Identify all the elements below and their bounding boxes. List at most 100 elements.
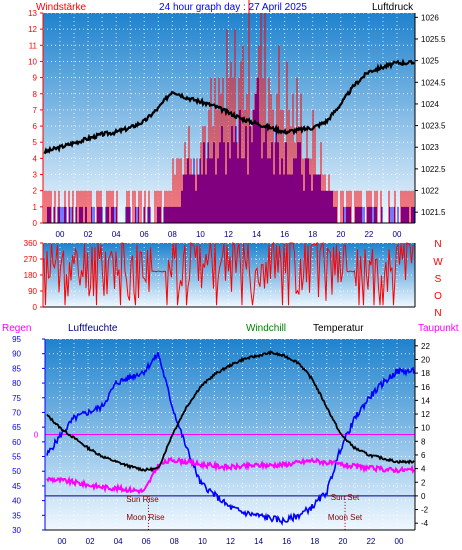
legend-luftfeuchte: Luftfeuchte [68,323,118,334]
temperature-tick-label: -4 [421,519,429,528]
panel1-left-tick-label: 10 [28,57,37,66]
panel1-x-tick-label: 06 [140,230,149,239]
panel1-left-tick-label: 5 [33,138,38,147]
panel1-right-tick-label: 1022 [421,187,439,196]
humidity-tick-label: 75 [12,394,21,403]
panel2-left-tick-label: 0 [33,303,38,312]
panel1-x-tick-label: 18 [308,230,317,239]
panel1-left-title: Windstärke [36,2,86,13]
panel2-left-tick-label: 90 [28,287,37,296]
temperature-tick-label: 8 [421,437,426,446]
panel1-left-tick-label: 6 [33,122,38,131]
compass-letter: W [433,257,443,268]
temperature-tick-label: 16 [421,383,430,392]
panel1-left-tick-label: 12 [28,25,37,34]
panel1-left-tick-label: 11 [29,41,38,50]
panel3-x-tick-label: 22 [366,537,375,546]
panel1-left-tick-label: 4 [33,154,38,163]
panel2-left-tick-label: 360 [24,239,38,248]
wind-direction-line [43,241,414,306]
compass-letter: O [434,291,442,302]
sun-rise-label: Sun Rise [126,495,159,504]
panel1-title: 24 hour graph day : 27 April 2025 [159,2,307,13]
panel3-x-tick-label: 02 [86,537,95,546]
temperature-tick-label: 18 [421,369,430,378]
panel1-right-tick-label: 1024 [421,100,439,109]
humidity-tick-label: 85 [12,364,21,373]
temperature-line [46,350,415,473]
legend-regen: Regen [2,323,31,334]
moon-rise-label: Moon Rise [126,513,165,522]
panel1-right-tick-label: 1024.5 [421,78,446,87]
panel3-x-tick-label: 14 [254,537,263,546]
panel1-x-tick-label: 20 [336,230,345,239]
panel1-left-tick-label: 9 [33,74,38,83]
pressure-line [43,58,415,155]
panel1-x-tick-label: 04 [112,230,121,239]
compass-letter: N [434,308,441,319]
panel1-x-tick-label: 16 [280,230,289,239]
legend-windchill: Windchill [246,323,286,334]
rain-zero-label: 0 [34,431,39,440]
humidity-tick-label: 65 [12,423,21,432]
panel1-right-tick-label: 1022.5 [421,165,446,174]
panel3-x-tick-label: 00 [395,537,404,546]
panel1-x-tick-label: 12 [224,230,233,239]
panel1-left-tick-label: 3 [33,171,38,180]
temperature-tick-label: 0 [421,492,426,501]
moon-set-label: Moon Set [328,513,363,522]
panel1-x-tick-label: 00 [393,230,402,239]
panel3-x-tick-label: 06 [142,537,151,546]
panel1-right-tick-label: 1023 [421,143,439,152]
panel3-x-tick-label: 08 [170,537,179,546]
humidity-tick-label: 95 [12,335,21,344]
panel1-right-tick-label: 1025.5 [421,35,446,44]
humidity-tick-label: 70 [12,408,21,417]
temperature-tick-label: 2 [421,478,426,487]
panel1-right-tick-label: 1021.5 [421,208,446,217]
panel1-left-tick-label: 2 [33,187,38,196]
panel1-right-title: Luftdruck [372,2,414,13]
temperature-tick-label: 10 [421,424,430,433]
compass-letter: S [435,274,442,285]
panel1-x-tick-label: 08 [168,230,177,239]
temperature-tick-label: 4 [421,465,426,474]
panel1-x-tick-label: 02 [84,230,93,239]
humidity-tick-label: 45 [12,482,21,491]
humidity-tick-label: 30 [12,526,21,535]
panel1-left-tick-label: 7 [33,106,38,115]
humidity-tick-label: 40 [12,497,21,506]
panel1-left-tick-label: 0 [33,219,38,228]
compass-letter: N [434,239,441,250]
legend-taupunkt: Taupunkt [418,323,459,334]
humidity-tick-label: 80 [12,379,21,388]
panel1-x-tick-label: 00 [56,230,65,239]
temperature-tick-label: 6 [421,451,426,460]
panel3-x-tick-label: 18 [310,537,319,546]
panel1-right-tick-label: 1026 [421,13,439,22]
sun-set-label: Sun Set [331,493,360,502]
temperature-tick-label: 20 [421,355,430,364]
panel3-x-tick-label: 04 [114,537,123,546]
temperature-tick-label: 14 [421,396,430,405]
panel1-left-tick-label: 8 [33,90,38,99]
humidity-tick-label: 50 [12,467,21,476]
panel1-left-tick-label: 1 [33,203,38,212]
panel3-x-tick-label: 12 [226,537,235,546]
panel1-right-tick-label: 1025 [421,57,439,66]
humidity-tick-label: 35 [12,511,21,520]
panel2-left-tick-label: 270 [24,255,38,264]
panel2-left-tick-label: 180 [24,271,38,280]
panel1-right-tick-label: 1023.5 [421,122,446,131]
panel1-x-tick-label: 14 [252,230,261,239]
humidity-tick-label: 55 [12,453,21,462]
panel1-x-tick-label: 22 [364,230,373,239]
legend-temperatur: Temperatur [313,323,364,334]
temperature-tick-label: 22 [421,342,430,351]
panel1-left-tick-label: 13 [28,9,37,18]
dewpoint-line [46,456,415,495]
panel3-x-tick-label: 20 [338,537,347,546]
humidity-tick-label: 90 [12,350,21,359]
